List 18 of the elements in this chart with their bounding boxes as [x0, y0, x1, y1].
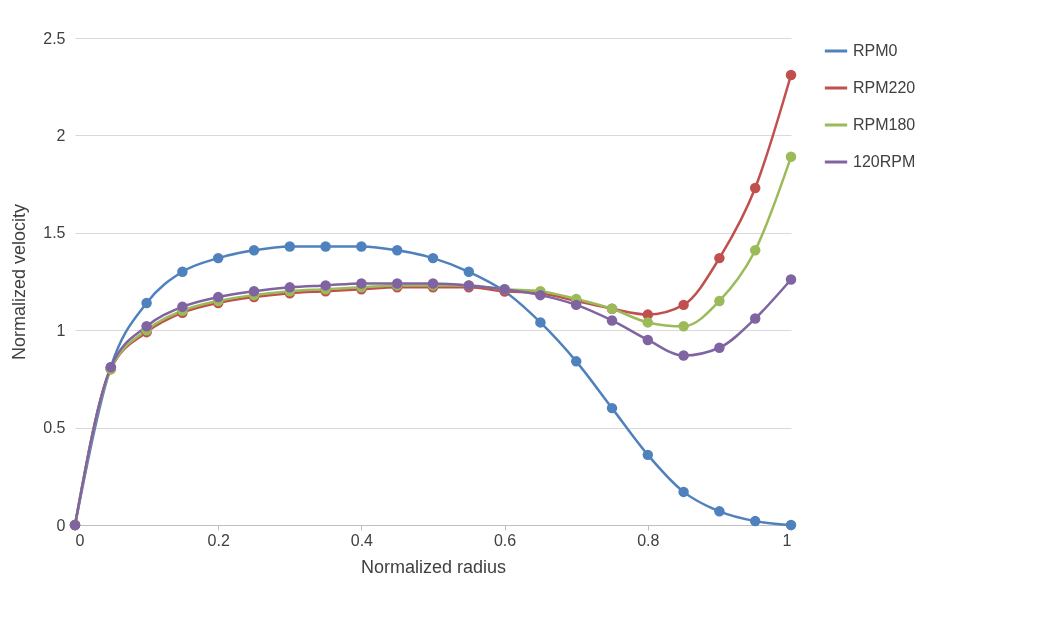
y-tick-label: 1: [56, 321, 66, 339]
y-tick-label: 0.5: [43, 419, 66, 437]
x-axis-title: Normalized radius: [360, 556, 507, 577]
legend-label: RPM0: [853, 42, 898, 59]
y-axis-title: Normalized velocity: [9, 203, 30, 361]
y-tick-label: 2.5: [43, 29, 66, 47]
y-tick-label: 0: [56, 516, 66, 534]
legend-label: RPM180: [853, 116, 916, 133]
legend-label: 120RPM: [853, 153, 916, 170]
legend-label: RPM220: [853, 79, 916, 96]
y-tick-label: 2: [56, 126, 66, 144]
x-tick-label: 0.6: [493, 531, 517, 549]
x-tick-label: 0: [75, 531, 85, 549]
x-tick-label: 0.8: [637, 531, 660, 549]
y-tick-label: 1.5: [43, 224, 66, 242]
x-tick-label: 1: [782, 531, 792, 549]
x-tick-label: 0.2: [207, 531, 230, 549]
x-tick-label: 0.4: [350, 531, 374, 549]
